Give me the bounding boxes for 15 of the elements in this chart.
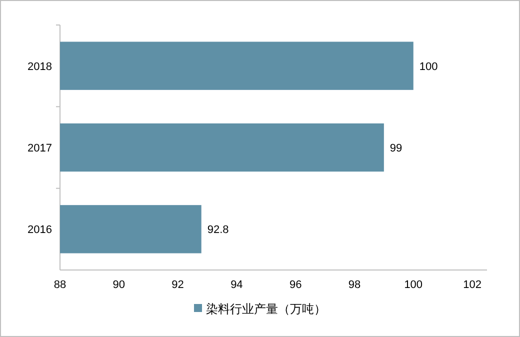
x-tick-label: 98 xyxy=(348,279,361,291)
data-label: 99 xyxy=(390,142,402,154)
x-tick-label: 100 xyxy=(404,279,423,291)
x-tick-label: 102 xyxy=(463,279,482,291)
legend-label: 染料行业产量（万吨） xyxy=(206,302,326,316)
x-tick-label: 96 xyxy=(289,279,302,291)
x-tick-label: 88 xyxy=(54,279,66,291)
data-label: 100 xyxy=(419,60,438,73)
data-label: 92.8 xyxy=(207,224,229,236)
y-tick-label: 2016 xyxy=(28,224,52,236)
y-tick-label: 2017 xyxy=(28,142,52,154)
x-tick-label: 92 xyxy=(172,279,184,291)
x-tick-label: 90 xyxy=(112,279,126,291)
x-tick-label: 94 xyxy=(230,279,243,291)
y-tick-label: 2018 xyxy=(28,60,52,73)
